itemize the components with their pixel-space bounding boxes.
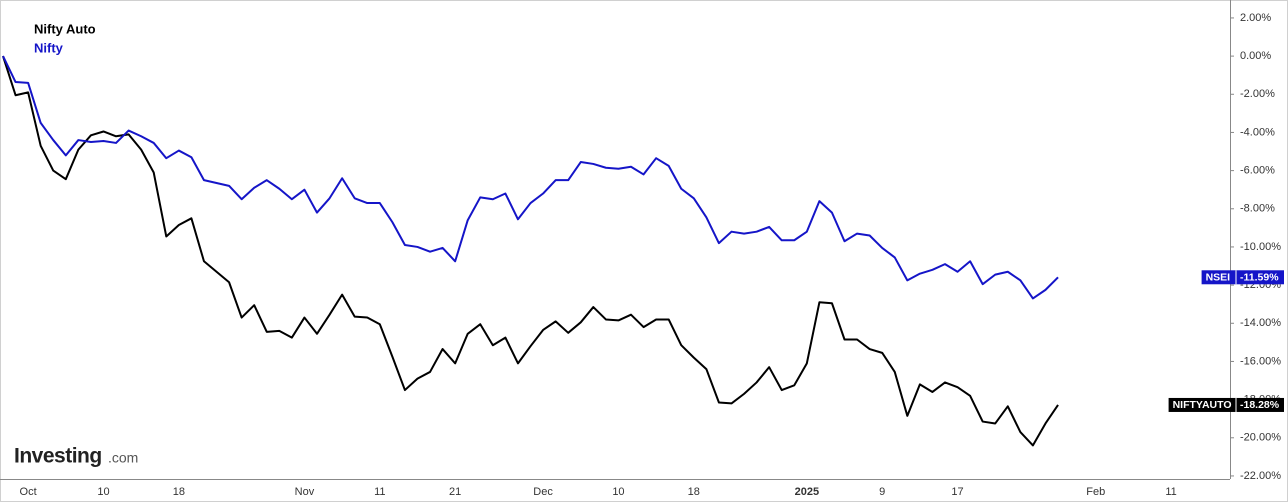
end-label-ticker: NSEI xyxy=(1206,272,1231,284)
x-tick-label: 11 xyxy=(1165,486,1176,498)
y-tick-label: -2.00% xyxy=(1240,88,1275,100)
x-tick-label: Dec xyxy=(533,486,553,498)
series-line xyxy=(2,55,1059,300)
y-tick-label: -10.00% xyxy=(1240,241,1281,253)
x-tick-label: 2025 xyxy=(795,486,819,498)
end-label-box xyxy=(1168,397,1284,412)
x-tick-label: 18 xyxy=(173,486,185,498)
x-tick-label: 9 xyxy=(879,486,885,498)
x-tick-label: Nov xyxy=(295,486,315,498)
end-label-box xyxy=(1201,270,1284,285)
logo-suffix: .com xyxy=(108,450,138,466)
x-tick-label: 18 xyxy=(688,486,700,498)
y-tick-label: -8.00% xyxy=(1240,203,1275,215)
y-tick-label: -6.00% xyxy=(1240,165,1275,177)
y-tick-label: -14.00% xyxy=(1240,317,1281,329)
y-tick-label: -22.00% xyxy=(1240,470,1281,482)
end-label-ticker: NIFTYAUTO xyxy=(1173,399,1232,411)
y-tick-label: 0.00% xyxy=(1240,50,1271,62)
x-tick-label: Oct xyxy=(20,486,37,498)
x-tick-label: Feb xyxy=(1086,486,1105,498)
x-tick-label: 11 xyxy=(374,486,385,498)
legend-entry: Nifty xyxy=(34,40,64,55)
y-tick-label: 2.00% xyxy=(1240,12,1271,24)
y-tick-label: -20.00% xyxy=(1240,432,1281,444)
end-label-value: -18.28% xyxy=(1240,399,1280,411)
y-tick-label: -4.00% xyxy=(1240,126,1275,138)
x-tick-label: 17 xyxy=(951,486,963,498)
legend-entry: Nifty Auto xyxy=(34,21,96,36)
end-label-value: -11.59% xyxy=(1240,272,1279,284)
x-tick-label: 10 xyxy=(612,486,624,498)
x-tick-label: 10 xyxy=(97,486,109,498)
y-tick-label: -16.00% xyxy=(1240,355,1281,367)
series-line xyxy=(2,55,1059,447)
x-tick-label: 21 xyxy=(449,486,461,498)
logo: Investing xyxy=(14,445,102,468)
